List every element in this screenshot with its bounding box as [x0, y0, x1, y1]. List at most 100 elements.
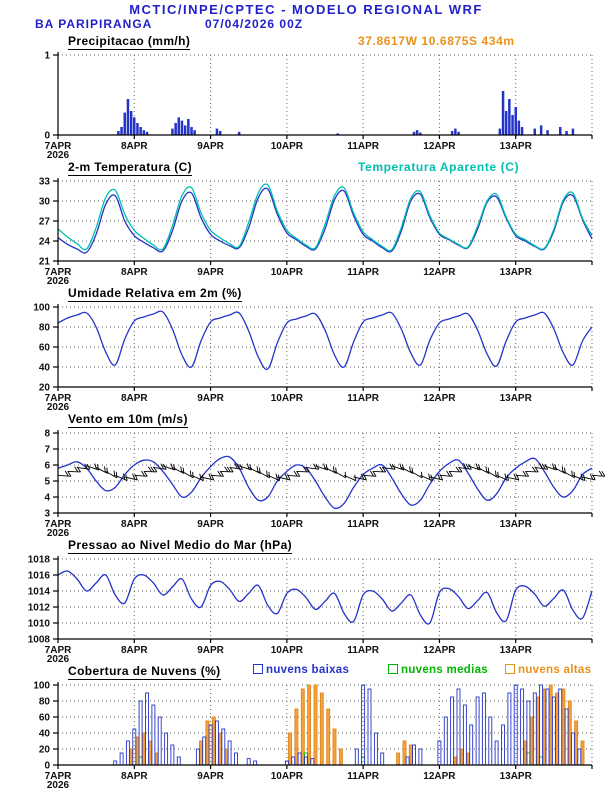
y-tick-label: 5	[44, 477, 50, 488]
series-precipitacao	[117, 91, 575, 135]
x-tick-label: 11APR	[347, 771, 379, 782]
x-tick-label: 11APR	[347, 267, 379, 278]
series-nuvens_altas	[129, 684, 585, 766]
y-tick-label: 1012	[28, 603, 51, 614]
x-tick-label: 12APR	[423, 267, 456, 278]
grid	[58, 54, 593, 135]
series-umidade_relativa	[57, 310, 593, 371]
x-tick-label: 7APR	[45, 645, 72, 656]
cloud-cover-title: Cobertura de Nuvens (%)	[68, 664, 221, 680]
panel-cloud-cover: Cobertura de Nuvens (%) nuvens baixas nu…	[0, 663, 612, 789]
x-tick-label: 11APR	[347, 393, 379, 404]
x-tick-label: 8APR	[121, 141, 148, 152]
x-tick-label: 12APR	[423, 771, 456, 782]
y-tick-label: 20	[39, 383, 51, 394]
x-tick-label: 9APR	[197, 519, 224, 530]
x-tick-label: 10APR	[271, 141, 304, 152]
grid	[58, 180, 593, 261]
y-tick-label: 1	[44, 51, 50, 62]
run-datetime: 07/04/2026 00Z	[205, 17, 304, 31]
precipitation-title: Precipitacao (mm/h)	[68, 34, 191, 50]
x-tick-label: 10APR	[271, 393, 304, 404]
x-tick-label: 10APR	[271, 771, 304, 782]
series-temperatura_aparente	[57, 183, 593, 252]
model-title: MCTIC/INPE/CPTEC - MODELO REGIONAL WRF	[129, 2, 483, 17]
x-tick-label: 8APR	[121, 267, 148, 278]
x-tick-label: 8APR	[121, 393, 148, 404]
x-tick-label: 7APR	[45, 267, 72, 278]
y-tick-label: 1008	[28, 635, 51, 646]
x-tick-label: 9APR	[197, 393, 224, 404]
nuvens-baixas-swatch-icon	[253, 664, 263, 674]
grid	[58, 432, 593, 513]
x-tick-label: 8APR	[121, 771, 148, 782]
x-tick-label: 13APR	[500, 519, 533, 530]
y-tick-label: 80	[39, 323, 51, 334]
y-tick-label: 30	[39, 197, 51, 208]
x-tick-label: 7APR	[45, 771, 72, 782]
x-tick-label: 9APR	[197, 771, 224, 782]
x-tick-label: 13APR	[500, 141, 533, 152]
x-tick-label: 9APR	[197, 645, 224, 656]
x-tick-label: 12APR	[423, 645, 456, 656]
x-tick-label: 10APR	[271, 267, 304, 278]
y-tick-label: 80	[39, 697, 51, 708]
x-tick-label: 7APR	[45, 393, 72, 404]
temperature-title: 2-m Temperatura (C)	[68, 160, 193, 176]
x-tick-label: 13APR	[500, 771, 533, 782]
apparent-temperature-legend: Temperatura Aparente (C)	[358, 160, 520, 174]
x-tick-label: 13APR	[500, 645, 533, 656]
x-tick-sublabel: 2026	[47, 150, 70, 159]
y-tick-label: 1016	[28, 571, 51, 582]
nuvens-medias-swatch-icon	[388, 664, 398, 674]
station-name: BA PARIPIRANGA	[35, 17, 153, 31]
panel-temperature: 2-m Temperatura (C) Temperatura Aparente…	[0, 159, 612, 285]
x-tick-sublabel: 2026	[47, 402, 70, 411]
x-tick-label: 9APR	[197, 267, 224, 278]
legend-nuvens-medias: nuvens medias	[388, 664, 488, 676]
panel-pressure: Pressao ao Nivel Medio do Mar (hPa) 1008…	[0, 537, 612, 663]
nuvens-altas-swatch-icon	[505, 664, 515, 674]
legend-nuvens-baixas: nuvens baixas	[253, 664, 349, 676]
x-tick-label: 12APR	[423, 393, 456, 404]
x-tick-label: 8APR	[121, 519, 148, 530]
x-tick-label: 10APR	[271, 645, 304, 656]
y-tick-label: 40	[39, 729, 51, 740]
y-tick-label: 24	[39, 237, 51, 248]
y-tick-label: 1014	[28, 587, 51, 598]
wind-title: Vento em 10m (m/s)	[68, 412, 188, 428]
x-tick-label: 11APR	[347, 519, 379, 530]
x-tick-label: 8APR	[121, 645, 148, 656]
y-tick-label: 60	[39, 713, 51, 724]
x-tick-label: 7APR	[45, 141, 72, 152]
y-tick-label: 33	[39, 177, 51, 188]
panel-wind: Vento em 10m (m/s) 3 4 5 6 7 8 7APR 2026 8APR 9AP…	[0, 411, 612, 537]
grid	[58, 558, 593, 639]
y-tick-label: 0	[44, 761, 50, 772]
nuvens-medias-label: nuvens medias	[401, 664, 488, 676]
y-tick-label: 27	[39, 217, 51, 228]
legend-nuvens-altas: nuvens altas	[505, 664, 591, 676]
y-tick-label: 100	[33, 303, 50, 314]
nuvens-altas-label: nuvens altas	[518, 664, 592, 676]
y-tick-label: 6	[44, 461, 50, 472]
x-tick-label: 13APR	[500, 267, 533, 278]
x-tick-sublabel: 2026	[47, 528, 70, 537]
header: MCTIC/INPE/CPTEC - MODELO REGIONAL WRF B…	[0, 0, 612, 33]
y-tick-label: 7	[44, 445, 50, 456]
y-tick-label: 100	[33, 681, 50, 692]
y-tick-label: 1010	[28, 619, 51, 630]
y-tick-label: 40	[39, 363, 51, 374]
x-tick-sublabel: 2026	[47, 780, 70, 789]
y-tick-label: 3	[44, 509, 50, 520]
grid	[58, 306, 593, 387]
